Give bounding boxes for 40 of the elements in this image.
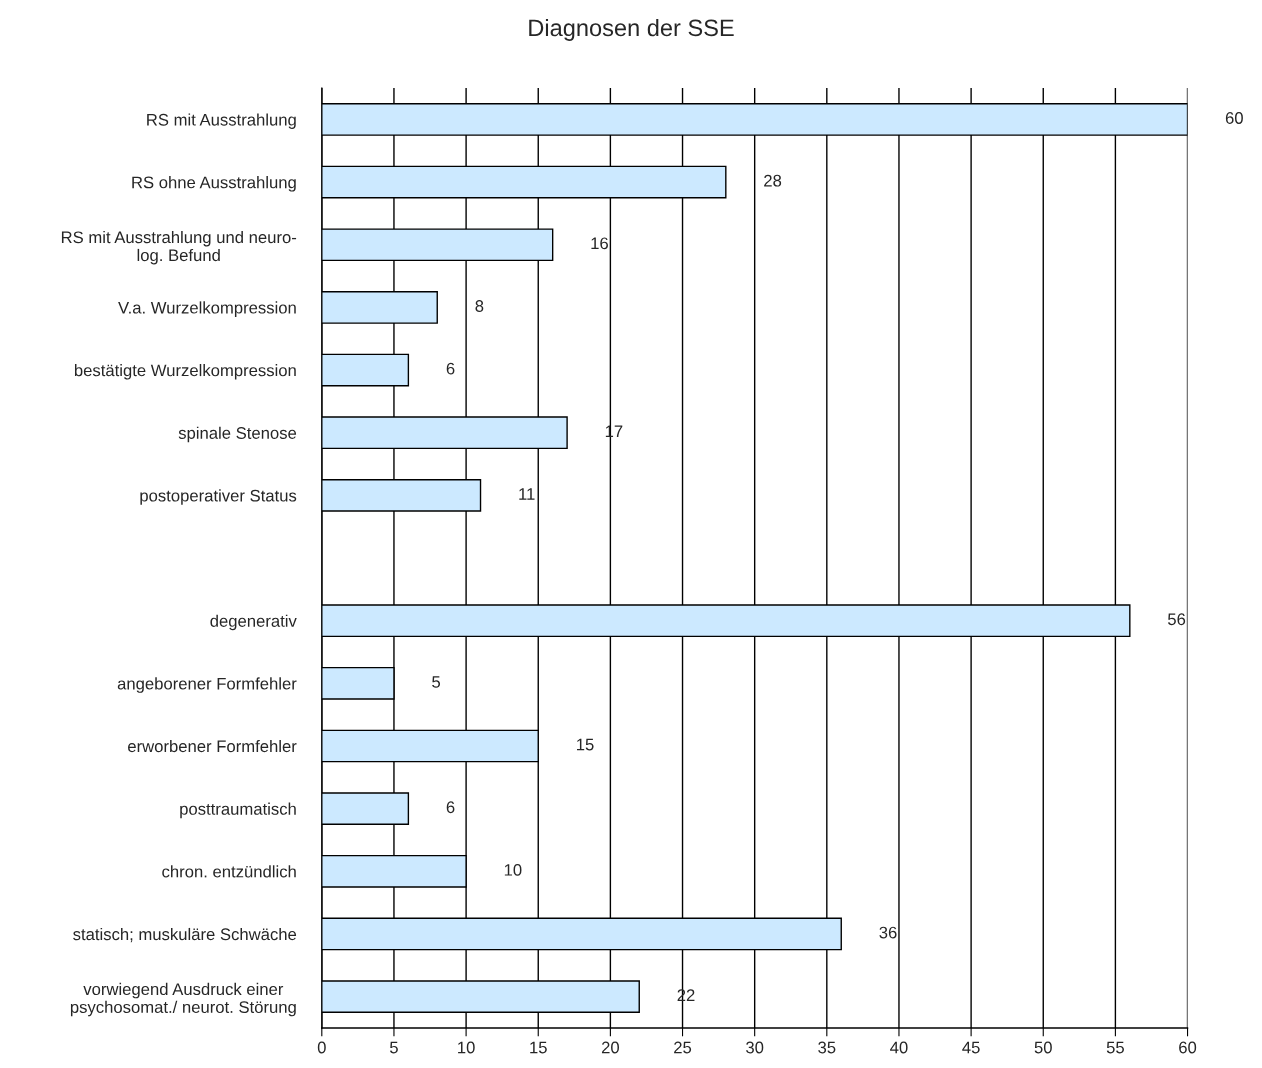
data-label: 15 xyxy=(577,738,594,751)
data-label: 36 xyxy=(879,926,897,939)
y-tick-label: RS ohne Ausstrahlung xyxy=(132,176,296,192)
x-tick-label: 30 xyxy=(746,1041,764,1054)
x-tick-label: 60 xyxy=(1179,1041,1197,1054)
x-tick-label: 45 xyxy=(962,1041,980,1054)
y-tick-label: posttraumatisch xyxy=(180,802,296,819)
x-tick-label: 15 xyxy=(530,1041,547,1054)
data-label: 11 xyxy=(519,488,535,500)
data-label: 6 xyxy=(446,362,455,375)
x-tick-label: 35 xyxy=(818,1041,836,1054)
y-tick-label: degenerativ xyxy=(210,614,297,631)
y-tick-label: erworbener Formfehler xyxy=(128,739,297,753)
y-tick-label: postoperativer Status xyxy=(140,489,297,505)
y-tick-label: spinale Stenose xyxy=(178,426,297,443)
x-tick-label: 55 xyxy=(1106,1041,1124,1054)
x-tick-label: 5 xyxy=(389,1041,398,1054)
x-tick-label: 25 xyxy=(674,1041,692,1054)
data-label: 16 xyxy=(591,237,608,250)
y-tick-label: statisch; muskuläre Schwäche xyxy=(73,927,297,943)
y-tick-label: bestätigte Wurzelkompression xyxy=(74,364,296,380)
data-label: 28 xyxy=(764,174,782,187)
x-tick-label: 10 xyxy=(458,1041,475,1054)
data-label: 56 xyxy=(1167,613,1186,626)
data-label: 6 xyxy=(446,801,455,814)
chart-title: Diagnosen der SSE xyxy=(529,18,734,41)
data-label: 8 xyxy=(475,300,484,312)
y-tick-label: chron. entzündlich xyxy=(162,865,296,878)
y-tick-label: angeborener Formfehler xyxy=(117,677,297,693)
data-label: 60 xyxy=(1225,112,1243,124)
y-tick-label: RS mit Ausstrahlung und neuro- log. Befund xyxy=(61,230,297,265)
x-tick-label: 0 xyxy=(317,1041,326,1054)
y-tick-label: V.a. Wurzelkompression xyxy=(118,301,296,317)
x-tick-label: 50 xyxy=(1034,1041,1052,1054)
y-tick-label: RS mit Ausstrahlung xyxy=(147,113,296,129)
data-label: 10 xyxy=(504,863,522,876)
y-tick-label: vorwiegend Ausdruck einer psychosomat./ neurot. Störung xyxy=(70,982,296,1017)
x-tick-label: 20 xyxy=(601,1041,620,1054)
x-tick-label: 40 xyxy=(890,1041,908,1054)
data-label: 5 xyxy=(432,676,441,688)
